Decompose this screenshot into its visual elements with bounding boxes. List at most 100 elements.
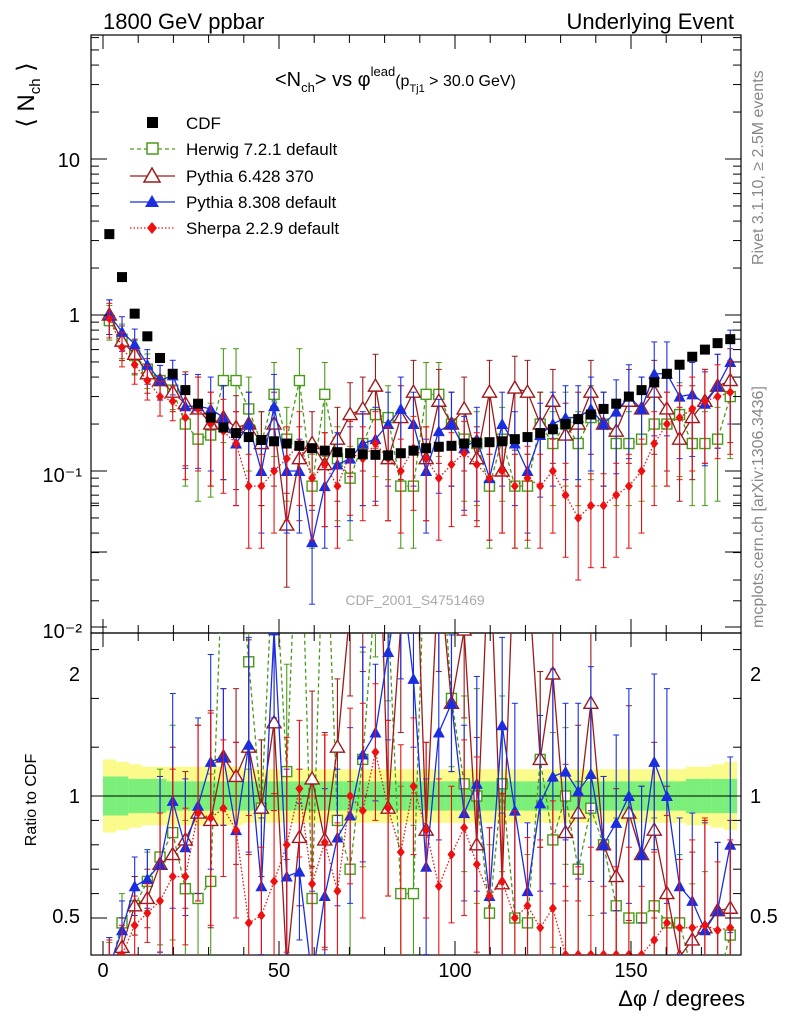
- plot-title-cut-sub: Tj1: [409, 83, 424, 95]
- sherpa-marker: [130, 920, 139, 931]
- side-label-mcplots: mcplots.cern.ch [arXiv:1306.3436]: [750, 386, 767, 628]
- sherpa-marker: [244, 917, 253, 928]
- sherpa-marker: [510, 481, 519, 492]
- pythia8-marker: [445, 418, 458, 430]
- pythia6-marker: [329, 738, 346, 753]
- sherpa-marker: [118, 342, 127, 353]
- sherpa-marker: [371, 747, 380, 758]
- pythia8-marker: [597, 838, 610, 850]
- cdf-point: [155, 353, 166, 364]
- y-tick-label-0.1: 10⁻¹: [43, 465, 83, 487]
- cdf-point: [547, 424, 558, 435]
- pythia8-marker: [559, 765, 572, 777]
- sherpa-marker: [485, 891, 494, 902]
- sherpa-marker: [232, 825, 241, 836]
- pythia8-marker: [432, 726, 445, 738]
- cdf-point: [636, 385, 647, 396]
- y-axis-label: ⟨ Nch ⟩: [13, 62, 44, 127]
- cdf-point: [142, 331, 153, 342]
- sherpa-marker: [624, 949, 633, 955]
- sherpa-marker: [181, 871, 190, 882]
- pythia8-marker: [242, 418, 255, 430]
- sherpa-marker: [536, 481, 545, 492]
- sherpa-marker: [257, 910, 266, 921]
- pythia8-marker: [382, 646, 395, 658]
- pythia8-marker: [154, 374, 167, 386]
- cdf-point: [281, 438, 292, 449]
- cdf-point: [712, 338, 723, 349]
- pythia6-marker: [432, 557, 446, 569]
- sherpa-marker: [422, 453, 431, 464]
- watermark: CDF_2001_S4751469: [345, 592, 485, 608]
- plot-title-sup: lead: [371, 64, 396, 79]
- cdf-point: [573, 414, 584, 425]
- plot-title-pre: <N: [275, 69, 301, 91]
- sherpa-marker: [358, 805, 367, 816]
- cdf-point: [231, 428, 242, 439]
- cdf-point: [218, 422, 229, 433]
- pythia6-marker: [341, 406, 359, 421]
- cdf-point: [560, 419, 571, 430]
- sherpa-marker: [105, 313, 114, 324]
- sherpa-marker: [447, 459, 456, 470]
- sherpa-marker: [675, 412, 684, 423]
- pythia8-marker: [660, 790, 673, 801]
- legend-label-sherpa: Sherpa 2.2.9 default: [186, 219, 339, 238]
- sherpa-marker: [675, 922, 684, 933]
- sherpa-marker: [713, 391, 722, 402]
- sherpa-marker: [181, 412, 190, 423]
- sherpa-marker: [118, 949, 127, 955]
- sherpa-marker: [282, 839, 291, 850]
- cdf-point: [497, 436, 508, 447]
- sherpa-marker: [232, 438, 241, 449]
- sherpa-marker: [308, 473, 317, 484]
- pythia8-marker: [116, 325, 129, 337]
- sherpa-marker: [270, 466, 279, 476]
- sherpa-marker: [713, 925, 722, 936]
- sherpa-marker: [396, 466, 405, 476]
- cdf-point: [357, 449, 368, 460]
- legend-marker-pythia6: [142, 166, 162, 183]
- pythia8-marker: [635, 402, 648, 414]
- y-tick-label-0.01: 10⁻²: [43, 621, 83, 643]
- herwig-marker: [269, 535, 279, 545]
- legend-label-cdf: CDF: [186, 114, 221, 133]
- sherpa-marker: [168, 396, 177, 407]
- y-axis-label-sub: ch: [27, 78, 44, 94]
- pythia6-marker: [519, 383, 536, 398]
- legend: CDF Herwig 7.2.1 default Pythia 6.428 37…: [130, 114, 339, 238]
- cdf-point: [294, 440, 305, 451]
- cdf-point: [699, 344, 710, 355]
- side-label-rivet: Rivet 3.1.10, ≥ 2.5M events: [750, 70, 767, 265]
- sherpa-marker: [612, 490, 621, 501]
- pythia6-marker: [394, 618, 408, 630]
- sherpa-marker: [244, 481, 253, 492]
- cdf-point: [661, 368, 672, 379]
- sherpa-marker: [574, 949, 583, 955]
- pythia8-marker: [141, 872, 154, 884]
- ratio-series: [106, 535, 739, 955]
- sherpa-marker: [422, 825, 431, 836]
- legend-marker-herwig: [146, 142, 159, 155]
- plot-title-cut-pre: (p: [395, 73, 409, 90]
- pythia8-marker: [610, 816, 623, 828]
- sherpa-marker: [282, 453, 291, 464]
- sherpa-marker: [346, 791, 355, 801]
- sherpa-marker: [726, 387, 735, 398]
- main-series: [101, 229, 739, 605]
- pythia8-marker: [268, 633, 281, 636]
- pythia6-marker: [481, 383, 498, 398]
- sherpa-marker: [700, 396, 709, 407]
- cdf-point: [408, 445, 419, 456]
- cdf-point: [269, 436, 280, 447]
- herwig-marker: [420, 388, 432, 401]
- sherpa-marker: [371, 438, 380, 449]
- sherpa-marker: [688, 403, 697, 414]
- cdf-point: [395, 448, 406, 459]
- sherpa-marker: [434, 881, 443, 892]
- cdf-point: [623, 391, 634, 402]
- cdf-point: [180, 385, 191, 396]
- sherpa-marker: [523, 900, 532, 911]
- pythia8-marker: [306, 536, 319, 548]
- legend-marker-sherpa: [147, 222, 157, 234]
